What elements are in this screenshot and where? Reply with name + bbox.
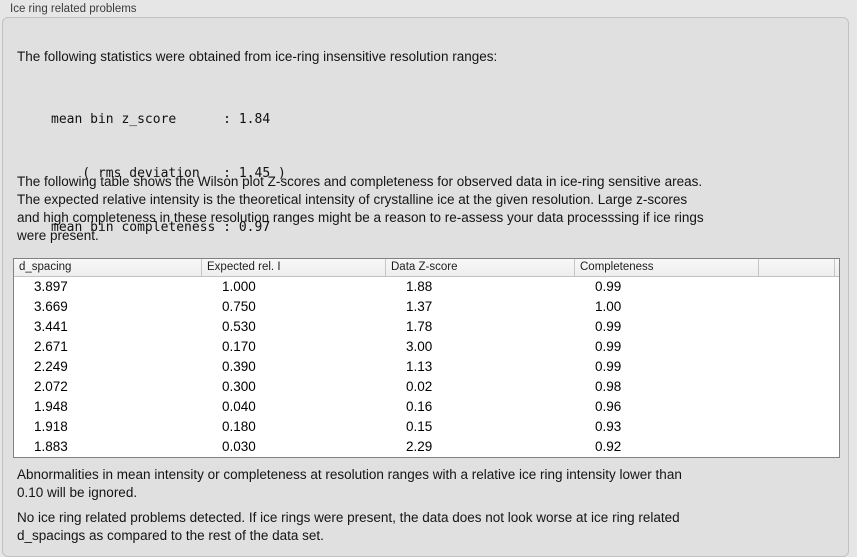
table-cell: 0.92 [595, 439, 622, 454]
stats-intro-text: The following statistics were obtained f… [17, 49, 498, 64]
stat-line-completeness: mean bin completeness : 0.97 [51, 220, 271, 235]
table-cell: 2.072 [34, 379, 68, 394]
table-cell-filler [759, 417, 839, 437]
table-cell: 1.00 [595, 299, 622, 314]
table-cell-filler [759, 397, 839, 417]
table-row[interactable]: 1.948 0.040 0.16 0.96 [14, 397, 839, 417]
table-cell: 0.170 [222, 339, 256, 354]
panel-title: Ice ring related problems [10, 3, 137, 15]
column-header-expected-rel-i[interactable]: Expected rel. I [202, 259, 386, 276]
table-row[interactable]: 1.883 0.030 2.29 0.92 [14, 437, 839, 457]
table-description-text: The following table shows the Wilson plo… [17, 174, 704, 243]
table-cell: 0.02 [406, 379, 433, 394]
table-cell: 0.98 [595, 379, 622, 394]
table-cell: 0.300 [222, 379, 256, 394]
table-cell-filler [759, 377, 839, 397]
table-row[interactable]: 2.671 0.170 3.00 0.99 [14, 337, 839, 357]
ice-ring-table-body: 3.897 1.000 1.88 0.99 3.669 0.750 1.37 1.00 3.44… [14, 277, 839, 457]
table-cell: 0.99 [595, 319, 622, 334]
table-cell: 0.99 [595, 359, 622, 374]
table-cell: 0.96 [595, 399, 622, 414]
table-cell: 0.15 [406, 419, 433, 434]
table-row[interactable]: 2.072 0.300 0.02 0.98 [14, 377, 839, 397]
table-cell: 0.99 [595, 339, 622, 354]
table-cell: 0.030 [222, 439, 256, 454]
table-cell-filler [759, 357, 839, 377]
ice-ring-groupbox: The following statistics were obtained f… [2, 17, 849, 557]
table-cell: 3.897 [34, 279, 68, 294]
table-cell-filler [759, 317, 839, 337]
table-cell: 3.669 [34, 299, 68, 314]
table-cell: 0.93 [595, 419, 622, 434]
stat-line-zscore-rms: ( rms deviation : 1.45 ) [51, 166, 286, 181]
table-cell-filler [759, 437, 839, 457]
table-row[interactable]: 3.669 0.750 1.37 1.00 [14, 297, 839, 317]
table-row[interactable]: 2.249 0.390 1.13 0.99 [14, 357, 839, 377]
table-cell: 1.918 [34, 419, 68, 434]
column-header-completeness[interactable]: Completeness [575, 259, 759, 276]
ignore-threshold-note: Abnormalities in mean intensity or compl… [17, 467, 682, 500]
table-cell: 0.180 [222, 419, 256, 434]
table-row[interactable]: 1.918 0.180 0.15 0.93 [14, 417, 839, 437]
column-header-filler [759, 259, 835, 276]
column-header-data-z-score[interactable]: Data Z-score [386, 259, 575, 276]
table-cell: 3.441 [34, 319, 68, 334]
table-cell-filler [759, 337, 839, 357]
table-cell: 1.78 [406, 319, 433, 334]
table-cell: 1.883 [34, 439, 68, 454]
table-header-row: d_spacing Expected rel. I Data Z-score Comp… [14, 259, 839, 277]
table-cell: 2.671 [34, 339, 68, 354]
table-row[interactable]: 3.441 0.530 1.78 0.99 [14, 317, 839, 337]
table-cell: 2.249 [34, 359, 68, 374]
header-end-cap [835, 259, 839, 276]
table-cell: 0.390 [222, 359, 256, 374]
table-cell-filler [759, 297, 839, 317]
table-cell: 1.13 [406, 359, 433, 374]
table-cell: 0.530 [222, 319, 256, 334]
table-cell: 0.750 [222, 299, 256, 314]
table-cell: 0.16 [406, 399, 433, 414]
conclusion-text: No ice ring related problems detected. I… [17, 510, 680, 543]
table-cell: 1.948 [34, 399, 68, 414]
table-row[interactable]: 3.897 1.000 1.88 0.99 [14, 277, 839, 297]
table-cell: 1.000 [222, 279, 256, 294]
ice-ring-table[interactable]: d_spacing Expected rel. I Data Z-score Comp… [13, 258, 840, 458]
table-cell-filler [759, 277, 839, 297]
table-cell: 1.88 [406, 279, 433, 294]
column-header-d-spacing[interactable]: d_spacing [14, 259, 202, 276]
table-cell: 3.00 [406, 339, 433, 354]
table-cell: 0.040 [222, 399, 256, 414]
table-cell: 1.37 [406, 299, 433, 314]
table-cell: 2.29 [406, 439, 433, 454]
stat-line-zscore: mean bin z_score : 1.84 [51, 112, 271, 127]
table-cell: 0.99 [595, 279, 622, 294]
